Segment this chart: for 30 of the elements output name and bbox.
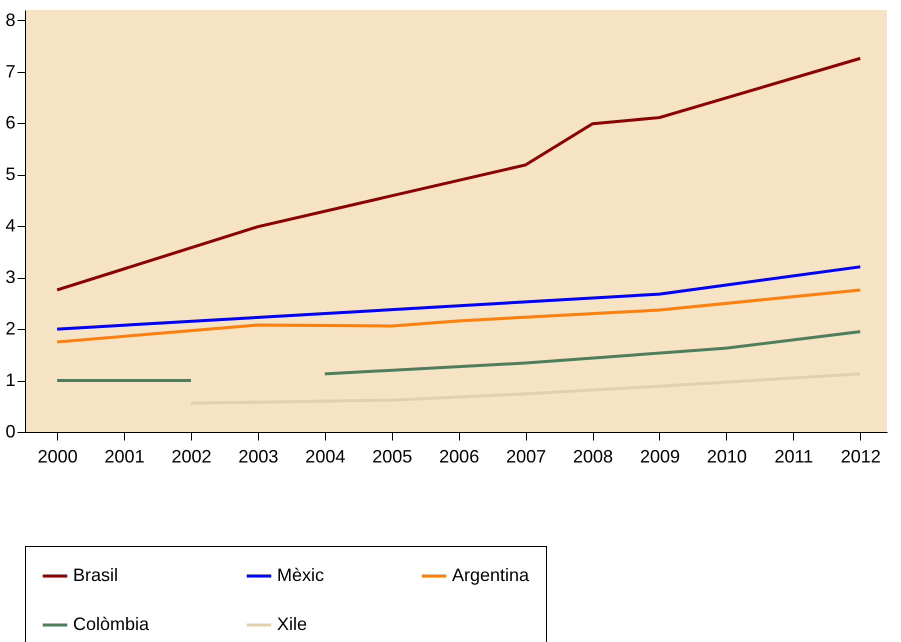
y-tick-label: 4 — [5, 216, 16, 236]
y-tick-label: 2 — [5, 318, 16, 339]
y-tick-label: 1 — [5, 370, 16, 390]
legend-label: Xile — [277, 614, 308, 634]
x-tick-label: 2003 — [238, 446, 278, 466]
x-tick-label: 2007 — [506, 446, 546, 466]
x-tick-label: 2004 — [305, 446, 346, 466]
legend-label: Mèxic — [277, 565, 324, 585]
y-tick-label: 0 — [5, 422, 16, 442]
y-tick-label: 5 — [5, 164, 16, 184]
x-tick-label: 2005 — [372, 446, 412, 466]
x-tick-label: 2000 — [38, 446, 78, 466]
x-tick-label: 2012 — [840, 446, 881, 466]
y-tick-label: 8 — [5, 10, 16, 30]
y-tick-label: 6 — [5, 112, 16, 133]
x-tick-label: 2008 — [573, 446, 614, 466]
x-tick-label: 2010 — [706, 446, 747, 466]
x-tick-label: 2006 — [439, 446, 480, 466]
line-series — [56, 288, 862, 344]
x-tick-label: 2009 — [640, 446, 680, 466]
legend-label: Argentina — [452, 565, 530, 585]
line-series — [56, 56, 862, 292]
line-series — [189, 372, 862, 405]
x-tick-label: 2011 — [774, 446, 814, 466]
x-tick-label: 2002 — [171, 446, 212, 466]
legend-label: Brasil — [73, 565, 118, 585]
y-tick-label: 7 — [5, 61, 16, 82]
y-tick-label: 3 — [5, 267, 16, 288]
x-tick-label: 2001 — [104, 446, 145, 466]
legend-label: Colòmbia — [73, 614, 150, 634]
